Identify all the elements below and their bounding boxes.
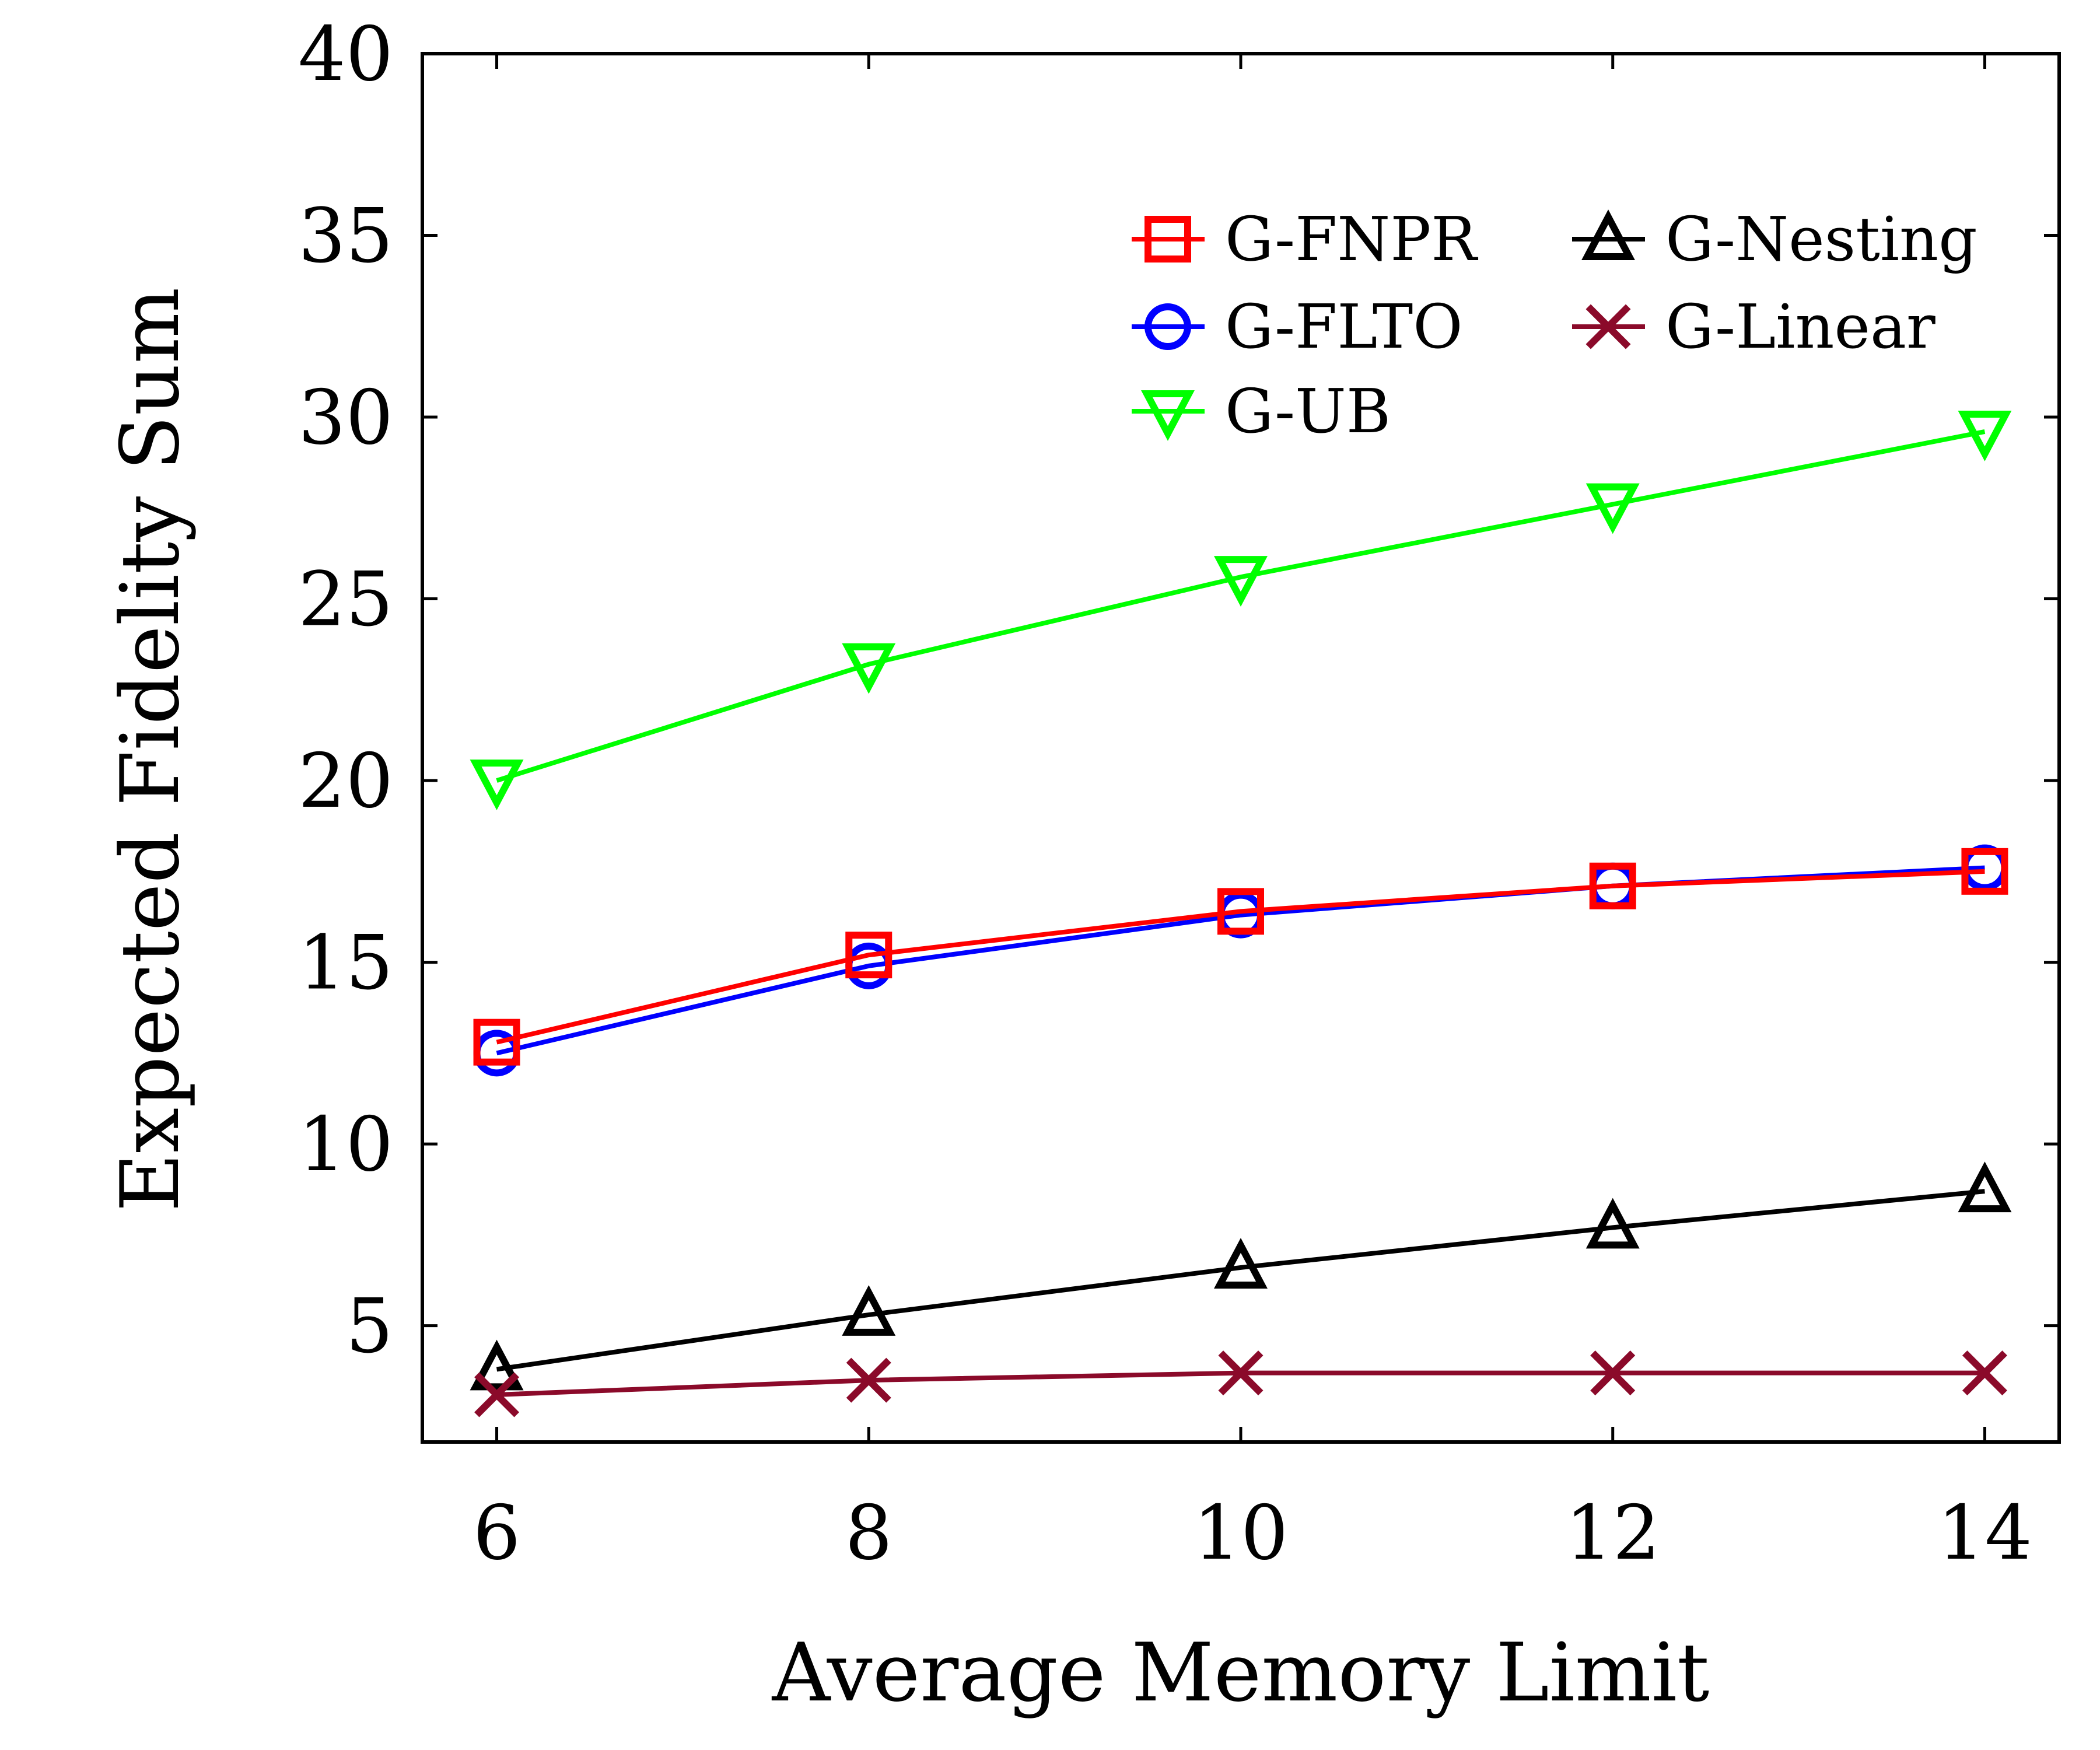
legend-entry-g-flto: G-FLTO (1132, 291, 1463, 362)
x-tick-label: 14 (1937, 1490, 2032, 1577)
data-point (1961, 848, 2008, 895)
y-axis-label: Expected Fidelity Sum (103, 288, 197, 1212)
legend-marker (1586, 304, 1631, 349)
x-tick-label: 12 (1565, 1490, 1660, 1577)
y-tick-label: 25 (298, 556, 393, 643)
legend-entry-g-fnpr: G-FNPR (1132, 204, 1478, 275)
data-point (1217, 888, 1264, 935)
legend-marker (1581, 209, 1635, 260)
data-point (474, 1372, 520, 1418)
y-tick-label: 15 (298, 920, 393, 1007)
data-point (1214, 1238, 1268, 1289)
y-tick-label: 10 (298, 1101, 393, 1188)
series-line (496, 869, 1985, 1045)
series-g-linear (474, 1350, 2007, 1418)
data-point (842, 643, 896, 694)
legend-entry-g-ub: G-UB (1132, 376, 1391, 447)
legend-marker (1144, 216, 1191, 262)
data-point (1590, 1350, 1636, 1396)
data-point (1586, 483, 1640, 534)
y-tick-label: 35 (298, 193, 393, 280)
data-point (846, 1357, 891, 1403)
y-tick-label: 30 (298, 374, 393, 461)
legend-label: G-UB (1225, 376, 1391, 447)
y-tick-label: 5 (346, 1283, 393, 1370)
data-point (842, 1285, 896, 1336)
y-tick-label: 20 (298, 738, 393, 825)
data-point (473, 1019, 520, 1066)
legend-label: G-FLTO (1225, 291, 1463, 362)
series-line (496, 1189, 1985, 1372)
legend-entry-g-linear: G-Linear (1572, 291, 1936, 362)
legend: G-FNPR G-FLTO G-UB G-Nesting G-Linear (1132, 204, 1978, 447)
series-g-ub (470, 410, 2012, 810)
axis-ticks: 6 8 10 12 14 5 10 15 20 25 30 35 40 (298, 11, 2059, 1577)
legend-entry-g-nesting: G-Nesting (1572, 204, 1978, 275)
data-point (470, 760, 524, 810)
data-point (845, 932, 892, 979)
data-point (1218, 1350, 1264, 1396)
legend-label: G-Nesting (1665, 204, 1978, 275)
x-tick-label: 6 (473, 1490, 520, 1577)
y-tick-label: 40 (298, 11, 393, 98)
legend-marker (1141, 390, 1195, 441)
data-point (1214, 556, 1268, 607)
data-point (1958, 1161, 2012, 1213)
data-point (1962, 1350, 2007, 1396)
legend-label: G-Linear (1665, 291, 1936, 362)
legend-label: G-FNPR (1225, 204, 1478, 275)
x-tick-label: 8 (845, 1490, 892, 1577)
x-axis-label: Average Memory Limit (772, 1626, 1710, 1720)
data-point (470, 1339, 524, 1391)
series-line (496, 429, 1986, 783)
series-layer (470, 410, 2012, 1418)
data-point (1586, 1198, 1640, 1249)
data-point (1589, 862, 1636, 909)
x-tick-label: 10 (1194, 1490, 1289, 1577)
series-g-fnpr (473, 848, 2008, 1066)
legend-marker (1144, 303, 1191, 350)
data-point (1958, 410, 2012, 461)
series-g-nesting (470, 1161, 2012, 1391)
